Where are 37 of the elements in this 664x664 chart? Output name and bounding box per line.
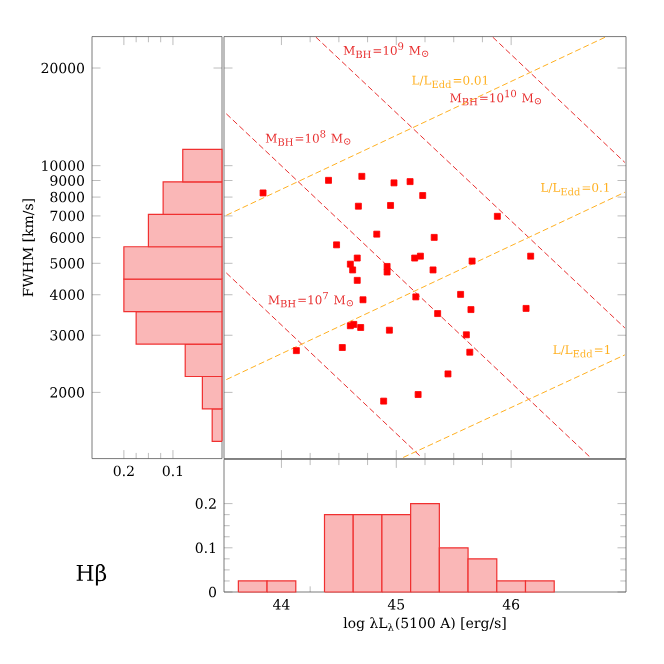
point	[462, 331, 470, 339]
point	[457, 290, 464, 298]
point	[522, 305, 530, 312]
point	[357, 324, 365, 331]
point	[353, 254, 361, 262]
point	[467, 306, 475, 313]
point	[386, 326, 393, 334]
point	[414, 391, 422, 398]
point	[333, 241, 340, 249]
point	[390, 179, 398, 187]
point	[429, 266, 437, 274]
point	[325, 176, 332, 184]
point	[359, 296, 367, 304]
point	[355, 202, 362, 210]
point	[412, 293, 420, 301]
point	[338, 344, 346, 351]
point	[383, 268, 391, 276]
point	[373, 230, 381, 238]
point	[434, 310, 442, 317]
point	[358, 172, 366, 180]
text: Hβ	[76, 564, 107, 586]
point	[466, 348, 474, 356]
point	[292, 347, 300, 355]
point	[527, 252, 535, 260]
point	[430, 234, 438, 241]
point	[419, 192, 427, 199]
point	[353, 276, 361, 284]
point	[259, 189, 267, 197]
point	[468, 257, 476, 265]
point	[380, 397, 388, 405]
point	[493, 212, 501, 220]
point	[406, 178, 414, 185]
point	[387, 202, 394, 209]
point	[417, 252, 424, 260]
point	[411, 254, 419, 262]
point	[349, 266, 357, 274]
point	[444, 370, 452, 378]
